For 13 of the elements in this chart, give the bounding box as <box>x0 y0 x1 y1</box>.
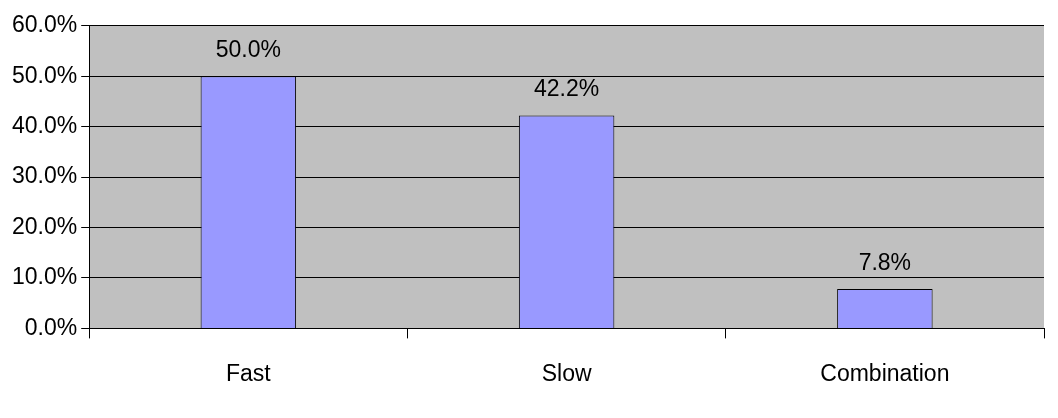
text: 50.0% <box>215 36 281 63</box>
text: 7.8% <box>858 248 912 275</box>
x-tick-label: Slow <box>541 359 592 386</box>
y-tick-label: 20.0% <box>12 212 78 239</box>
y-tick-label: 50.0% <box>12 61 78 88</box>
text: 42.2% <box>534 75 600 102</box>
x-tick-label: Combination <box>820 359 950 386</box>
x-tick-label: Fast <box>225 359 272 386</box>
y-tick-label: 0.0% <box>24 313 78 340</box>
y-tick-label: 10.0% <box>12 263 78 290</box>
y-tick-label: 40.0% <box>12 112 78 139</box>
y-tick-label: 30.0% <box>12 162 78 189</box>
y-tick-label: 60.0% <box>12 11 78 38</box>
